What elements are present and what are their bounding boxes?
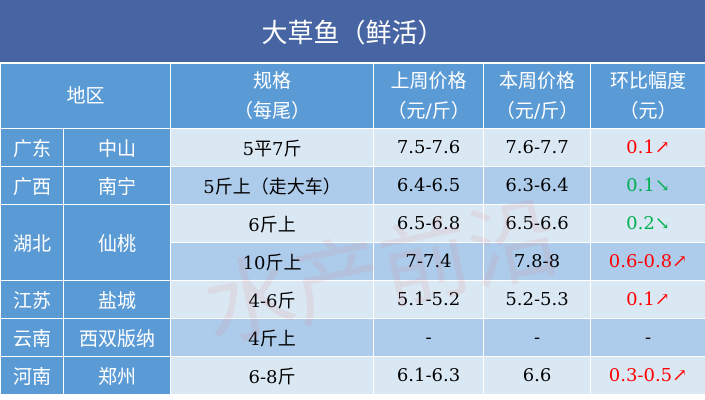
- province-cell: 云南: [0, 318, 64, 357]
- price-table: 地区 规格 （每尾） 上周价格 （元/斤） 本周价格 （元/斤） 环比幅度 （元） 广东…: [0, 63, 705, 395]
- this-week-price-cell: 7.8-8: [483, 242, 592, 281]
- change-cell: 0.2↘: [590, 204, 705, 243]
- last-week-price-cell: 7.5-7.6: [373, 128, 485, 167]
- table-row: 10斤上 7-7.4 7.8-8 0.6-0.8↗: [1, 242, 705, 281]
- spec-cell: 6-8斤: [170, 356, 375, 395]
- this-week-price-cell: 6.5-6.6: [483, 204, 592, 243]
- header-this-label: 本周价格: [499, 70, 576, 92]
- last-week-price-cell: -: [373, 318, 485, 357]
- spec-cell: 5斤上（走大车）: [170, 166, 375, 205]
- header-spec: 规格 （每尾）: [170, 63, 375, 129]
- spec-cell: 6斤上: [170, 204, 375, 243]
- last-week-price-cell: 6.1-6.3: [373, 356, 485, 395]
- this-week-price-cell: 6.3-6.4: [483, 166, 592, 205]
- change-cell: 0.1↗: [590, 128, 705, 167]
- spec-cell: 5平7斤: [170, 128, 375, 167]
- table-row: 江苏 盐城 4-6斤 5.1-5.2 5.2-5.3 0.1↗: [0, 280, 705, 319]
- province-cell: 广东: [0, 128, 64, 167]
- table-title: 大草鱼（鲜活）: [0, 0, 705, 62]
- province-cell: 广西: [0, 166, 64, 205]
- change-cell: 0.1↗: [590, 280, 705, 319]
- table-row: 广西 南宁 5斤上（走大车） 6.4-6.5 6.3-6.4 0.1↘: [0, 166, 705, 205]
- last-week-price-cell: 7-7.4: [373, 242, 485, 281]
- city-cell: 仙桃: [62, 204, 172, 281]
- city-cell: 西双版纳: [62, 318, 172, 357]
- city-cell: 南宁: [62, 166, 172, 205]
- header-change: 环比幅度 （元）: [590, 63, 705, 129]
- header-region: 地区: [0, 63, 172, 129]
- header-last-unit: （元/斤）: [387, 100, 470, 122]
- header-spec-label: 规格: [253, 70, 292, 92]
- change-cell: 0.6-0.8↗: [590, 242, 705, 281]
- change-cell: -: [590, 318, 705, 357]
- header-last-label: 上周价格: [390, 70, 467, 92]
- province-cell: 江苏: [0, 280, 64, 319]
- province-cell: 湖北: [0, 204, 64, 281]
- city-cell: 郑州: [62, 356, 172, 395]
- table-row: 广东 中山 5平7斤 7.5-7.6 7.6-7.7 0.1↗: [0, 128, 705, 167]
- header-this-week: 本周价格 （元/斤）: [483, 63, 592, 129]
- header-change-label: 环比幅度: [610, 70, 687, 92]
- last-week-price-cell: 6.5-6.8: [373, 204, 485, 243]
- city-cell: 中山: [62, 128, 172, 167]
- spec-cell: 10斤上: [170, 242, 375, 281]
- header-last-week: 上周价格 （元/斤）: [373, 63, 485, 129]
- last-week-price-cell: 5.1-5.2: [373, 280, 485, 319]
- spec-cell: 4-6斤: [170, 280, 375, 319]
- header-change-unit: （元）: [619, 100, 677, 122]
- this-week-price-cell: 7.6-7.7: [483, 128, 592, 167]
- change-cell: 0.3-0.5↗: [590, 356, 705, 395]
- table-row: 湖北 仙桃 6斤上 6.5-6.8 6.5-6.6 0.2↘: [0, 204, 705, 281]
- spec-cell: 4斤上: [170, 318, 375, 357]
- last-week-price-cell: 6.4-6.5: [373, 166, 485, 205]
- change-cell: 0.1↘: [590, 166, 705, 205]
- header-row: 地区 规格 （每尾） 上周价格 （元/斤） 本周价格 （元/斤） 环比幅度 （元）: [0, 63, 705, 129]
- province-cell: 河南: [0, 356, 64, 395]
- city-cell: 盐城: [62, 280, 172, 319]
- this-week-price-cell: 5.2-5.3: [483, 280, 592, 319]
- header-this-unit: （元/斤）: [495, 100, 579, 122]
- this-week-price-cell: -: [483, 318, 592, 357]
- header-spec-unit: （每尾）: [234, 100, 311, 122]
- table-row: 河南 郑州 6-8斤 6.1-6.3 6.6 0.3-0.5↗: [0, 356, 705, 395]
- table-row: 云南 西双版纳 4斤上 - - -: [0, 318, 705, 357]
- this-week-price-cell: 6.6: [483, 356, 592, 395]
